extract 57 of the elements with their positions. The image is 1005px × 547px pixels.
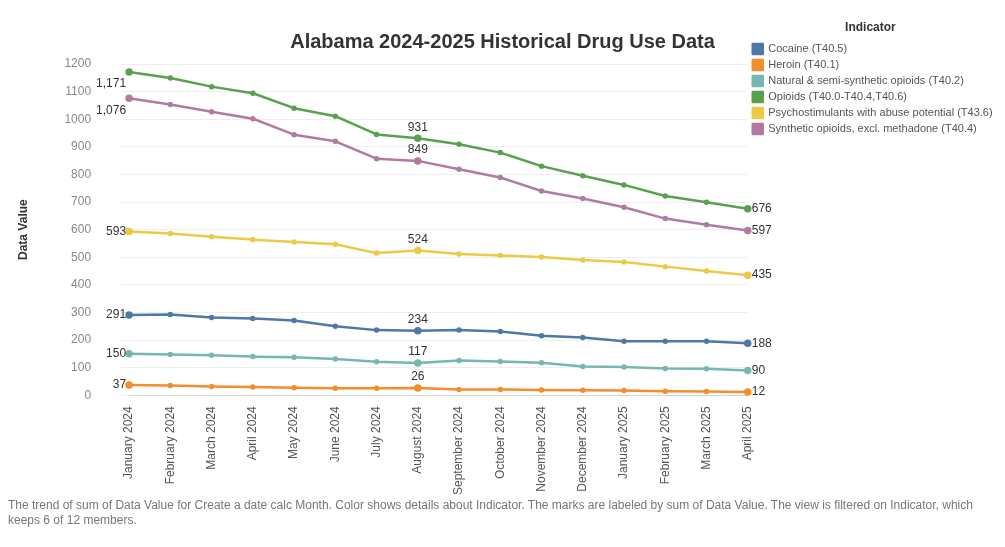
x-tick-label: June 2024 <box>327 405 342 463</box>
legend-label: Heroin (T40.1) <box>768 57 840 70</box>
data-label: 188 <box>751 335 773 350</box>
text: The trend of sum of Data Value for Create a date calc Month. Color shows details about Indicator. The marks are labeled by sum of Data Value. The view is filtered on Indicator, which keeps 6 of 12 members. <box>8 498 974 528</box>
x-tick-label: March 2025 <box>698 405 713 470</box>
y-tick-label: 500 <box>71 249 92 264</box>
y-axis-title: Data Value <box>15 198 30 260</box>
y-tick-label: 200 <box>71 332 92 347</box>
legend-label: Natural & semi-synthetic opioids (T40.2) <box>768 73 964 86</box>
data-label: 524 <box>407 231 429 246</box>
data-label: 234 <box>407 311 429 326</box>
data-label: 12 <box>751 384 766 399</box>
x-tick-label: April 2025 <box>740 405 755 461</box>
chart-title: Alabama 2024-2025 Historical Drug Use Data <box>290 29 716 52</box>
x-tick-label: October 2024 <box>492 405 507 479</box>
data-label: 435 <box>751 267 773 282</box>
y-tick-label: 600 <box>71 221 92 236</box>
legend-label: Psychostimulants with abuse potential (T43.6) <box>768 105 993 118</box>
data-label: 150 <box>106 346 127 361</box>
legend-label: Opioids (T40.0-T40.4,T40.6) <box>768 89 908 102</box>
x-tick-label: December 2024 <box>575 405 590 492</box>
data-label: 37 <box>112 377 127 392</box>
x-tick-label: January 2024 <box>121 405 136 480</box>
x-tick-label: November 2024 <box>533 405 548 492</box>
data-label: 1,171 <box>96 76 127 91</box>
x-tick-label: February 2024 <box>162 405 177 485</box>
x-tick-label: August 2024 <box>410 405 425 474</box>
data-label: 931 <box>407 119 429 134</box>
data-label: 90 <box>751 362 766 377</box>
y-tick-label: 300 <box>71 304 92 319</box>
legend-title: Indicator <box>845 20 897 35</box>
y-tick-label: 900 <box>71 139 92 154</box>
y-tick-label: 100 <box>71 359 92 374</box>
x-tick-label: July 2024 <box>368 405 383 458</box>
x-tick-label: February 2025 <box>657 405 672 485</box>
x-tick-label: January 2025 <box>616 405 631 480</box>
y-tick-label: 800 <box>71 166 92 181</box>
y-tick-label: 1100 <box>65 83 92 98</box>
legend-label: Cocaine (T40.5) <box>768 41 848 54</box>
x-tick-label: March 2024 <box>203 405 218 470</box>
data-label: 1,076 <box>96 102 127 117</box>
legend-label: Synthetic opioids, excl. methadone (T40.4) <box>768 121 977 134</box>
x-tick-label: May 2024 <box>286 405 301 459</box>
y-tick-label: 700 <box>71 194 92 209</box>
data-label: 26 <box>411 369 425 384</box>
x-tick-label: September 2024 <box>451 405 466 496</box>
data-label: 597 <box>751 222 773 237</box>
y-tick-label: 0 <box>84 387 92 402</box>
y-tick-label: 1200 <box>64 56 92 71</box>
y-tick-label: 400 <box>71 277 92 292</box>
data-label: 849 <box>407 142 429 157</box>
data-label: 117 <box>408 344 428 359</box>
y-tick-label: 1000 <box>64 111 92 126</box>
data-label: 676 <box>751 200 773 215</box>
data-label: 593 <box>106 223 127 238</box>
x-tick-label: April 2024 <box>245 405 260 461</box>
data-label: 291 <box>106 307 127 322</box>
